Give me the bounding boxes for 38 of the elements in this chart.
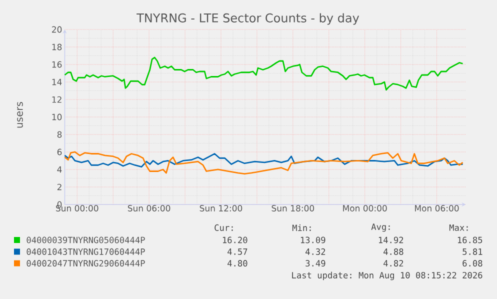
text: 4.82 (384, 260, 404, 267)
legend-label: 04002047TNYRNG29060444P (26, 260, 145, 267)
text: 6.08 (462, 260, 482, 267)
x-tick-label: Sun 12:00 (200, 205, 242, 212)
y-tick-label: 18 (52, 44, 62, 50)
text: Cur: (214, 224, 233, 231)
legend-label: 04000039TNYRNG05060444P (26, 236, 145, 244)
legend-label: 04001043TNYRNG17060444P (26, 248, 145, 255)
text: 4.88 (384, 248, 404, 255)
text: Max: (449, 224, 468, 231)
x-tick-label: Sun 18:00 (272, 205, 314, 212)
text: Min: (292, 224, 311, 231)
text: 4.32 (306, 248, 326, 255)
text: 4.57 (228, 248, 248, 255)
text: 16.85 (458, 236, 482, 244)
x-tick-label: Mon 06:00 (415, 205, 459, 212)
y-tick-label: 12 (52, 96, 62, 103)
y-tick-label: 6 (57, 148, 62, 156)
y-tick-label: 14 (52, 78, 62, 86)
text: Avg: (371, 224, 390, 232)
text: 14.92 (378, 236, 404, 244)
y-tick-label: 20 (52, 26, 62, 33)
text: 3.49 (306, 260, 326, 267)
x-tick-label: Sun 06:00 (128, 205, 170, 212)
text: 5.81 (462, 248, 482, 255)
line-series (64, 56, 464, 91)
x-tick-label: Mon 00:00 (343, 205, 387, 212)
y-tick-label: 8 (57, 131, 62, 138)
text: 13.09 (300, 236, 326, 244)
y-tick-label: 16 (52, 61, 62, 68)
text: 4.80 (228, 260, 248, 267)
y-axis-title: users (17, 102, 23, 128)
y-tick-label: 10 (52, 114, 62, 120)
y-tick-label: 4 (57, 166, 62, 173)
text: Last update: Mon Aug 10 08:15:22 2026 (292, 272, 482, 280)
y-tick-label: 2 (57, 184, 62, 190)
chart-title: TNYRNG - LTE Sector Counts - by day (136, 13, 360, 25)
text: 16.20 (222, 236, 248, 244)
